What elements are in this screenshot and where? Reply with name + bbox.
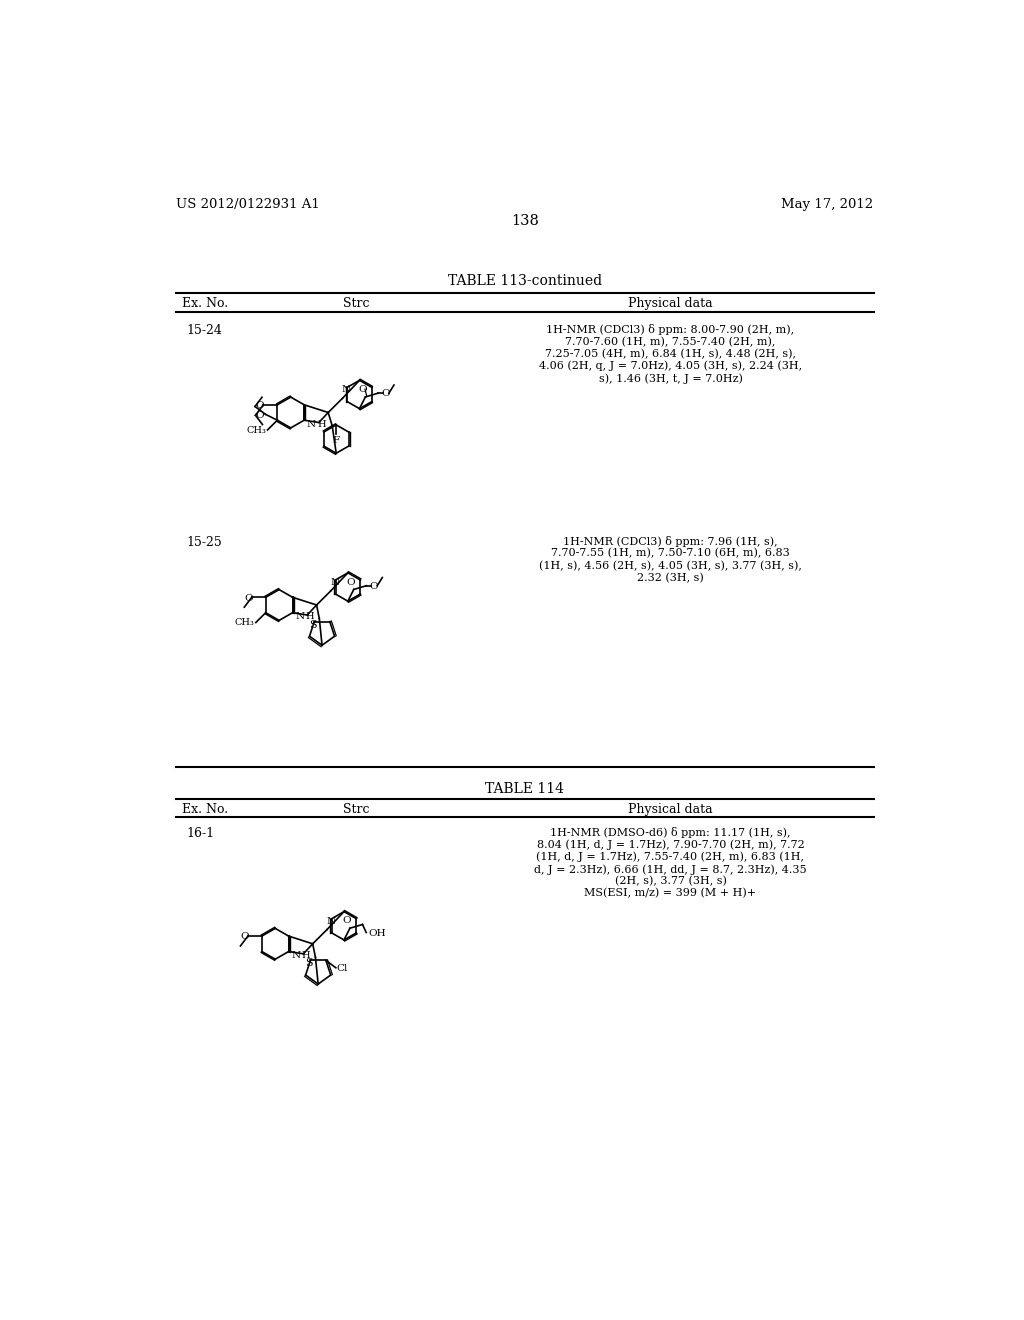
Text: 1H-NMR (CDCl3) δ ppm: 8.00-7.90 (2H, m),
7.70-7.60 (1H, m), 7.55-7.40 (2H, m),
7: 1H-NMR (CDCl3) δ ppm: 8.00-7.90 (2H, m),… [539, 323, 802, 384]
Text: 1H-NMR (CDCl3) δ ppm: 7.96 (1H, s),
7.70-7.55 (1H, m), 7.50-7.10 (6H, m), 6.83
(: 1H-NMR (CDCl3) δ ppm: 7.96 (1H, s), 7.70… [539, 536, 802, 582]
Text: H: H [302, 950, 310, 960]
Text: F: F [333, 436, 340, 445]
Text: Strc: Strc [343, 297, 370, 310]
Text: Cl: Cl [337, 964, 348, 973]
Text: 1H-NMR (DMSO-d6) δ ppm: 11.17 (1H, s),
8.04 (1H, d, J = 1.7Hz), 7.90-7.70 (2H, m: 1H-NMR (DMSO-d6) δ ppm: 11.17 (1H, s), 8… [535, 826, 807, 899]
Text: OH: OH [369, 929, 386, 937]
Text: Ex. No.: Ex. No. [182, 297, 228, 310]
Text: N: N [330, 578, 339, 586]
Text: TABLE 113-continued: TABLE 113-continued [447, 275, 602, 288]
Text: N: N [306, 420, 315, 429]
Text: 16-1: 16-1 [186, 826, 214, 840]
Text: Physical data: Physical data [628, 297, 713, 310]
Text: O: O [347, 578, 355, 586]
Text: H: H [317, 420, 326, 429]
Text: O: O [240, 932, 249, 941]
Text: O: O [255, 411, 264, 420]
Text: 138: 138 [511, 214, 539, 228]
Text: May 17, 2012: May 17, 2012 [781, 198, 873, 211]
Text: Physical data: Physical data [628, 803, 713, 816]
Text: 15-25: 15-25 [186, 536, 222, 549]
Text: S: S [309, 619, 316, 630]
Text: TABLE 114: TABLE 114 [485, 781, 564, 796]
Text: O: O [256, 401, 264, 411]
Text: N: N [295, 612, 304, 620]
Text: Strc: Strc [343, 803, 370, 816]
Text: CH₃: CH₃ [234, 618, 254, 627]
Text: US 2012/0122931 A1: US 2012/0122931 A1 [176, 198, 319, 211]
Text: S: S [305, 958, 312, 969]
Text: N: N [342, 385, 351, 395]
Text: O: O [382, 389, 390, 399]
Text: H: H [306, 612, 314, 620]
Text: N: N [291, 950, 300, 960]
Text: Ex. No.: Ex. No. [182, 803, 228, 816]
Text: O: O [370, 582, 379, 591]
Text: O: O [358, 385, 367, 395]
Text: 15-24: 15-24 [186, 323, 222, 337]
Text: N: N [327, 916, 336, 925]
Text: O: O [244, 594, 253, 602]
Text: O: O [343, 916, 351, 925]
Text: CH₃: CH₃ [246, 425, 266, 434]
